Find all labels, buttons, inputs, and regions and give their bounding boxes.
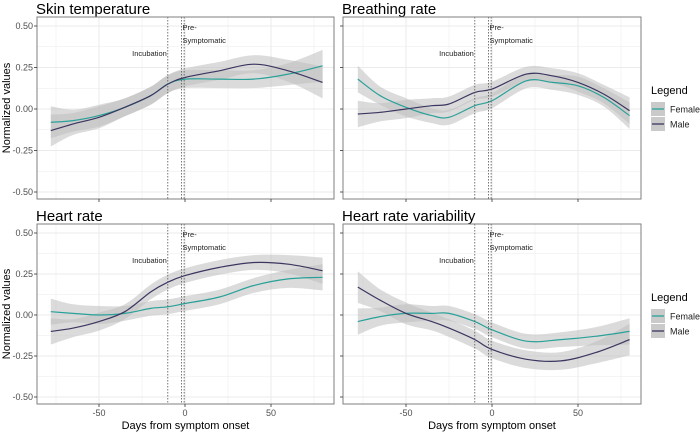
annotation-label-incubation: Incubation [439, 256, 474, 265]
legend-title: Legend [651, 85, 688, 97]
legend-item-female: Female [670, 105, 700, 115]
ci-ribbon-male [50, 254, 323, 345]
annotation-label-symptomatic: Symptomatic [183, 36, 227, 45]
x-tick-label: 0 [182, 408, 187, 418]
panel-title: Heart rate variability [342, 208, 476, 225]
ci-ribbon-male [50, 55, 323, 147]
series-line-male [357, 72, 630, 115]
plot-border [36, 223, 335, 405]
series-line-female [357, 312, 630, 343]
y-tick-label: 0.50 [15, 21, 33, 31]
x-tick-label: -50 [399, 408, 412, 418]
annotation-label-pre: Pre- [490, 23, 505, 32]
x-axis-label: Days from symptom onset [122, 420, 250, 432]
legend: Legend Female Male [651, 292, 700, 338]
annotation-label-pre: Pre- [183, 23, 198, 32]
annotation-label-pre: Pre- [183, 230, 198, 239]
x-tick-label: -50 [92, 408, 105, 418]
plot-border [36, 16, 335, 200]
annotation-label-symptomatic: Symptomatic [183, 243, 227, 252]
panel-title: Heart rate [36, 208, 103, 225]
y-tick-label: 0.25 [15, 63, 33, 73]
panel-title: Skin temperature [36, 1, 150, 18]
series-line-female [50, 276, 323, 316]
y-tick-label: -0.50 [12, 392, 33, 402]
y-tick-label: 0.50 [15, 228, 33, 238]
y-axis-label: Normalized values [1, 62, 13, 153]
x-tick-label: 50 [266, 408, 276, 418]
legend: Legend Female Male [651, 85, 700, 131]
legend-item-female: Female [670, 312, 700, 322]
x-tick-label: 50 [573, 408, 583, 418]
annotation-label-pre: Pre- [490, 230, 505, 239]
legend-title: Legend [651, 292, 688, 304]
y-axis-label: Normalized values [1, 268, 13, 359]
legend-item-male: Male [670, 120, 690, 130]
panel-skin-temperature: Skin temperature Incubation Pre- Symptomati… [1, 1, 335, 202]
series-line-male [357, 286, 630, 362]
legend-item-male: Male [670, 327, 690, 337]
annotation-label-symptomatic: Symptomatic [490, 243, 534, 252]
y-tick-label: 0.00 [15, 104, 33, 114]
ci-ribbon-male [357, 65, 630, 128]
y-tick-label: -0.25 [12, 351, 33, 361]
x-axis-label: Days from symptom onset [428, 420, 556, 432]
annotation-label-incubation: Incubation [439, 49, 474, 58]
series-line-female [357, 78, 630, 119]
y-tick-label: -0.50 [12, 187, 33, 197]
annotation-label-incubation: Incubation [132, 256, 167, 265]
annotation-label-symptomatic: Symptomatic [490, 36, 534, 45]
panel-breathing-rate: Breathing rate Incubation Pre- Symptomatic L… [340, 1, 700, 202]
y-tick-label: -0.25 [12, 146, 33, 156]
annotation-label-incubation: Incubation [132, 49, 167, 58]
panel-heart-rate-variability: Heart rate variability Incubation Pre- Symp… [340, 208, 700, 432]
y-tick-label: 0.00 [15, 310, 33, 320]
x-tick-label: 0 [489, 408, 494, 418]
y-tick-label: 0.25 [15, 269, 33, 279]
panel-heart-rate: Heart rate Incubation Pre- Symptomatic -0.50… [1, 208, 335, 432]
panel-title: Breathing rate [342, 1, 436, 18]
